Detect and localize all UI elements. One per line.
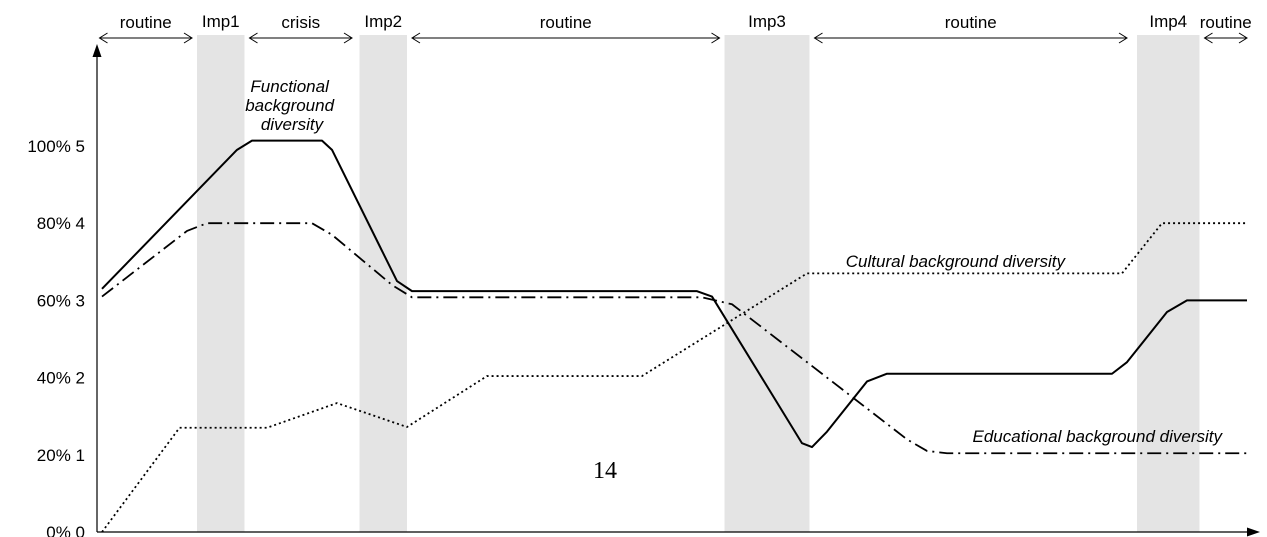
phase-label-routine: routine xyxy=(540,13,592,32)
phase-label-imp2: Imp2 xyxy=(364,12,402,31)
y-tick-label: 40% 2 xyxy=(37,369,85,388)
phase-range-arrow-left xyxy=(813,32,823,44)
series-line-dotted xyxy=(101,222,1247,533)
series-lines xyxy=(101,139,1247,533)
phase-range-arrow-left xyxy=(1203,32,1213,44)
phase-label-imp3: Imp3 xyxy=(748,12,786,31)
phase-band-imp3 xyxy=(724,35,810,532)
axes xyxy=(92,44,1260,537)
phase-range-arrow-right xyxy=(1238,32,1248,44)
phase-label-routine: routine xyxy=(1200,13,1252,32)
phase-range-arrow-right xyxy=(711,32,721,44)
cultural-series-label: Cultural background diversity xyxy=(846,252,1067,271)
y-tick-label: 20% 1 xyxy=(37,446,85,465)
educational-series-label: Educational background diversity xyxy=(973,427,1224,446)
y-tick-label: 0% 0 xyxy=(46,523,85,537)
phase-label-imp4: Imp4 xyxy=(1149,12,1187,31)
phase-bands xyxy=(197,35,1200,532)
phase-label-routine: routine xyxy=(120,13,172,32)
phase-label-routine: routine xyxy=(945,13,997,32)
phase-range-arrow-left xyxy=(411,32,421,44)
phase-range-arrow-left xyxy=(248,32,258,44)
phase-range-arrow-right xyxy=(1118,32,1128,44)
y-tick-label: 80% 4 xyxy=(37,214,85,233)
phase-range-arrow-left xyxy=(98,32,108,44)
phase-label-crisis: crisis xyxy=(281,13,320,32)
x-axis-arrow xyxy=(1247,527,1260,537)
phase-ranges: routine Imp1 crisis Imp2 routine Imp3 routine I… xyxy=(98,12,1252,44)
y-tick-labels: 0% 0 20% 1 40% 2 60% 3 80% 4 100% 5 xyxy=(27,137,85,537)
phase-range-arrow-right xyxy=(343,32,353,44)
series-line-solid xyxy=(101,139,1247,449)
y-tick-label: 100% 5 xyxy=(27,137,85,156)
functional-series-label: Functional background diversity xyxy=(245,77,339,134)
phase-band-imp4 xyxy=(1137,35,1200,532)
page-number: 14 xyxy=(593,458,617,484)
series-line-dashdot xyxy=(101,222,1247,455)
y-tick-label: 60% 3 xyxy=(37,291,85,310)
y-axis-arrow xyxy=(92,44,102,57)
phase-label-imp1: Imp1 xyxy=(202,12,240,31)
phase-range-arrow-right xyxy=(183,32,193,44)
series-labels: Functional background diversity Cultural… xyxy=(245,77,1223,446)
phase-band-imp1 xyxy=(197,35,245,532)
